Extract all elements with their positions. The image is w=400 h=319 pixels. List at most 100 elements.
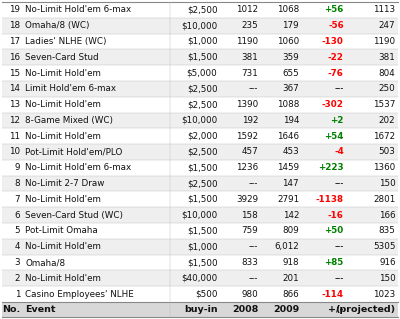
Text: $1,500: $1,500 — [187, 258, 217, 267]
Text: $5,000: $5,000 — [187, 69, 217, 78]
Text: 980: 980 — [242, 290, 258, 299]
Text: $1,000: $1,000 — [187, 37, 217, 46]
Bar — [2, 223, 398, 239]
Text: 2791: 2791 — [277, 195, 299, 204]
Bar — [2, 128, 398, 144]
Text: 359: 359 — [282, 53, 299, 62]
Text: 201: 201 — [282, 274, 299, 283]
Text: 367: 367 — [282, 84, 299, 93]
Text: 235: 235 — [242, 21, 258, 30]
Text: -302: -302 — [322, 100, 344, 109]
Text: 809: 809 — [282, 226, 299, 235]
Text: -76: -76 — [328, 69, 344, 78]
Bar — [2, 65, 398, 81]
Bar — [2, 239, 398, 255]
Text: No-Limit Hold'em: No-Limit Hold'em — [25, 132, 101, 141]
Bar — [2, 81, 398, 97]
Text: 11: 11 — [9, 132, 20, 141]
Text: 866: 866 — [282, 290, 299, 299]
Text: Omaha/8: Omaha/8 — [25, 258, 65, 267]
Text: 7: 7 — [14, 195, 20, 204]
Text: 503: 503 — [379, 147, 396, 157]
Text: -22: -22 — [328, 53, 344, 62]
Text: 192: 192 — [242, 116, 258, 125]
Text: 1537: 1537 — [373, 100, 396, 109]
Text: 655: 655 — [282, 69, 299, 78]
Text: -4: -4 — [334, 147, 344, 157]
Text: $2,500: $2,500 — [187, 147, 217, 157]
Text: 1023: 1023 — [373, 290, 396, 299]
Bar — [2, 207, 398, 223]
Text: -1138: -1138 — [316, 195, 344, 204]
Text: 2008: 2008 — [232, 305, 258, 314]
Text: 1592: 1592 — [236, 132, 258, 141]
Text: $40,000: $40,000 — [181, 274, 217, 283]
Text: $2,500: $2,500 — [187, 179, 217, 188]
Text: 2: 2 — [15, 274, 20, 283]
Text: Event: Event — [25, 305, 56, 314]
Text: No-Limit Hold'em: No-Limit Hold'em — [25, 195, 101, 204]
Text: $10,000: $10,000 — [181, 116, 217, 125]
Text: Pot-Limit Omaha: Pot-Limit Omaha — [25, 226, 98, 235]
Text: $500: $500 — [195, 290, 217, 299]
Text: $2,000: $2,000 — [187, 132, 217, 141]
Text: 916: 916 — [379, 258, 396, 267]
Text: 1236: 1236 — [236, 163, 258, 172]
Text: ---: --- — [334, 242, 344, 251]
Text: 166: 166 — [379, 211, 396, 220]
Text: 731: 731 — [242, 69, 258, 78]
Text: ---: --- — [334, 274, 344, 283]
Bar — [2, 49, 398, 65]
Text: 6: 6 — [15, 211, 20, 220]
Text: 5: 5 — [14, 226, 20, 235]
Text: 3929: 3929 — [236, 195, 258, 204]
Text: 833: 833 — [241, 258, 258, 267]
Text: $1,500: $1,500 — [187, 226, 217, 235]
Text: Ladies' NLHE (WC): Ladies' NLHE (WC) — [25, 37, 107, 46]
Text: 1190: 1190 — [373, 37, 396, 46]
Text: 381: 381 — [242, 53, 258, 62]
Text: 142: 142 — [282, 211, 299, 220]
Text: 1646: 1646 — [277, 132, 299, 141]
Text: 1060: 1060 — [277, 37, 299, 46]
Text: ---: --- — [249, 179, 258, 188]
Text: No-Limit Hold'em: No-Limit Hold'em — [25, 242, 101, 251]
Bar — [2, 144, 398, 160]
Text: 918: 918 — [282, 258, 299, 267]
Text: 381: 381 — [379, 53, 396, 62]
Text: 194: 194 — [282, 116, 299, 125]
Text: No-Limit Hold'em: No-Limit Hold'em — [25, 100, 101, 109]
Text: -16: -16 — [328, 211, 344, 220]
Bar — [2, 2, 398, 18]
Text: 835: 835 — [379, 226, 396, 235]
Text: 4: 4 — [15, 242, 20, 251]
Text: 1190: 1190 — [236, 37, 258, 46]
Text: 1672: 1672 — [373, 132, 396, 141]
Text: 15: 15 — [9, 69, 20, 78]
Text: 18: 18 — [9, 21, 20, 30]
Text: 1113: 1113 — [373, 5, 396, 14]
Text: 804: 804 — [379, 69, 396, 78]
Text: 202: 202 — [379, 116, 396, 125]
Text: $1,500: $1,500 — [187, 195, 217, 204]
Text: -130: -130 — [322, 37, 344, 46]
Text: No-Limit Hold'em: No-Limit Hold'em — [25, 69, 101, 78]
Text: No.: No. — [2, 305, 20, 314]
Text: 16: 16 — [9, 53, 20, 62]
Text: Limit Hold'em 6-max: Limit Hold'em 6-max — [25, 84, 116, 93]
Text: +56: +56 — [324, 5, 344, 14]
Text: $1,500: $1,500 — [187, 53, 217, 62]
Text: 1: 1 — [15, 290, 20, 299]
Text: +50: +50 — [324, 226, 344, 235]
Text: 9: 9 — [15, 163, 20, 172]
Text: Omaha/8 (WC): Omaha/8 (WC) — [25, 21, 90, 30]
Bar — [2, 302, 398, 317]
Text: 1360: 1360 — [373, 163, 396, 172]
Text: $2,500: $2,500 — [187, 5, 217, 14]
Text: No-Limit Hold'em 6-max: No-Limit Hold'em 6-max — [25, 5, 131, 14]
Text: 158: 158 — [242, 211, 258, 220]
Text: 453: 453 — [282, 147, 299, 157]
Text: 1459: 1459 — [277, 163, 299, 172]
Bar — [2, 33, 398, 49]
Text: 8-Game Mixed (WC): 8-Game Mixed (WC) — [25, 116, 113, 125]
